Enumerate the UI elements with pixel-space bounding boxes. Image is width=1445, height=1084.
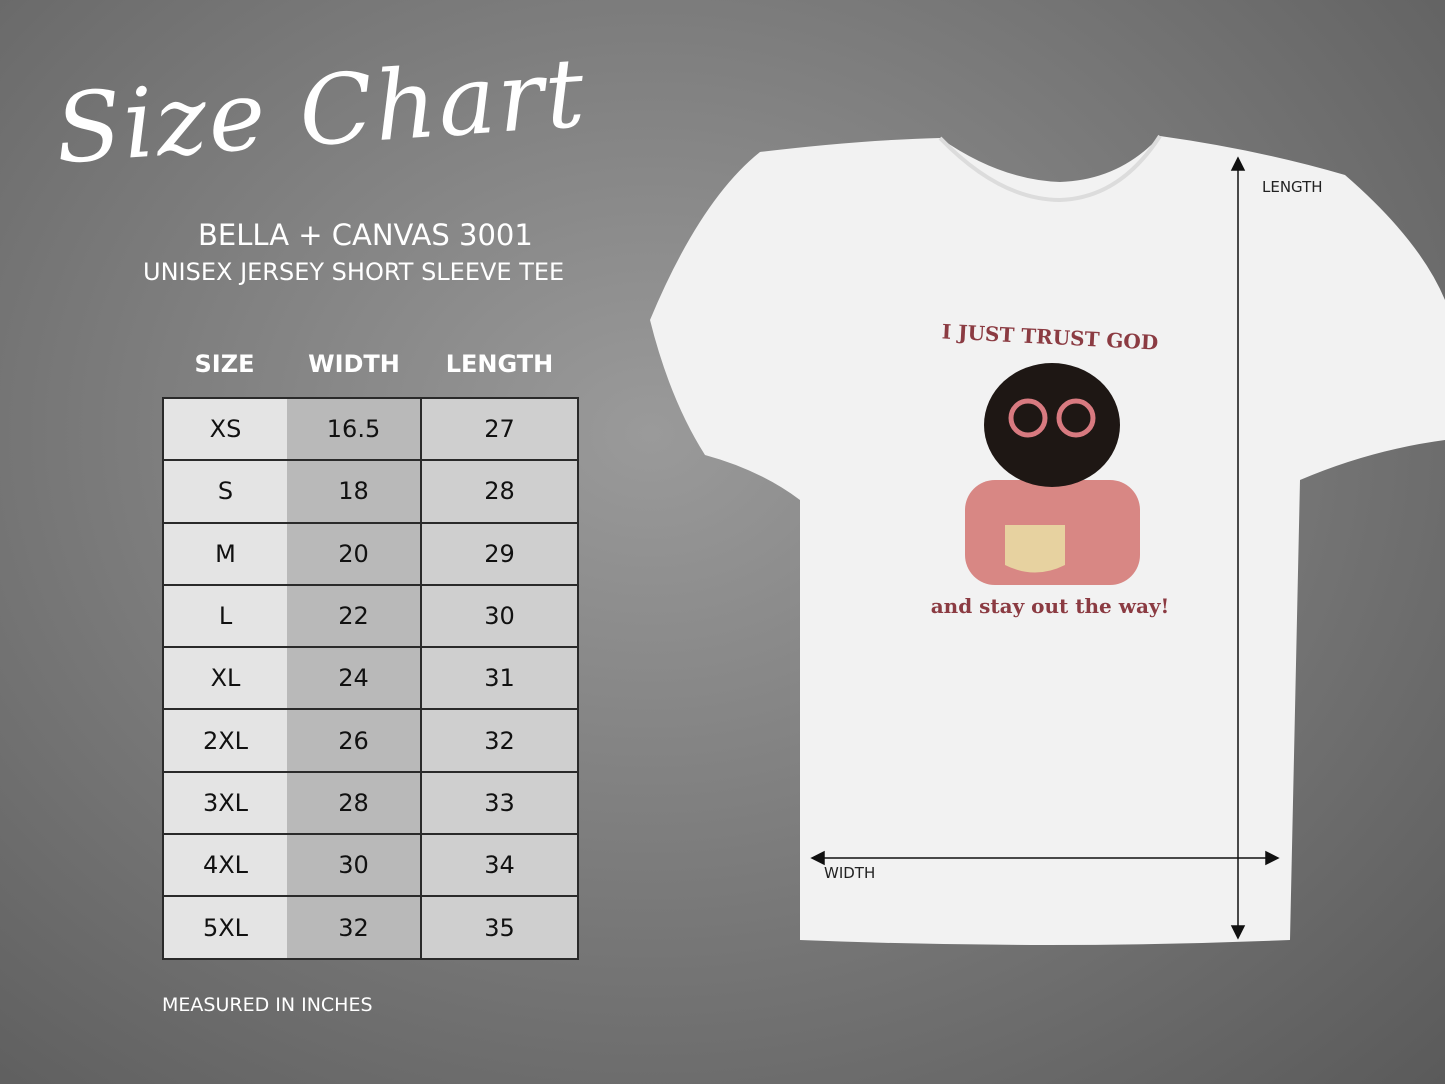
length-cell: 31: [420, 646, 579, 711]
dog-illustration: [965, 363, 1140, 585]
width-cell: 22: [287, 583, 422, 649]
size-cell: S: [162, 459, 287, 524]
width-cell: 18: [287, 459, 422, 524]
size-cell: 3XL: [162, 770, 287, 836]
width-cell: 32: [287, 895, 422, 960]
size-cell: XL: [162, 646, 287, 711]
width-cell: 16.5: [287, 396, 422, 462]
table-row: M 20 29: [162, 521, 579, 586]
length-cell: 34: [420, 833, 579, 898]
collar: [938, 134, 1162, 203]
table-row: S 18 28: [162, 459, 579, 524]
size-table: XS 16.5 27 S 18 28 M 20 29 L 22 30 XL 24 31 2XL 26 32 3XL 2…: [162, 396, 579, 960]
table-row: L 22 30: [162, 583, 579, 649]
length-cell: 32: [420, 708, 579, 773]
length-arrow: [1230, 156, 1246, 940]
length-cell: 30: [420, 583, 579, 649]
length-cell: 29: [420, 521, 579, 586]
header-length: LENGTH: [445, 350, 554, 378]
table-row: 3XL 28 33: [162, 770, 579, 836]
table-row: XL 24 31: [162, 646, 579, 711]
size-cell: 5XL: [162, 895, 287, 960]
length-cell: 35: [420, 895, 579, 960]
shirt-print-bottom-text: and stay out the way!: [930, 594, 1170, 618]
width-cell: 26: [287, 708, 422, 773]
length-cell: 33: [420, 770, 579, 836]
size-cell: M: [162, 521, 287, 586]
measurement-note: MEASURED IN INCHES: [162, 994, 373, 1016]
width-cell: 28: [287, 770, 422, 836]
product-subtitle: UNISEX JERSEY SHORT SLEEVE TEE: [143, 258, 565, 286]
table-row: XS 16.5 27: [162, 396, 579, 462]
table-row: 5XL 32 35: [162, 895, 579, 960]
length-label: LENGTH: [1262, 178, 1323, 196]
size-cell: L: [162, 583, 287, 649]
header-size: SIZE: [194, 350, 255, 378]
length-cell: 27: [420, 396, 579, 462]
size-cell: 4XL: [162, 833, 287, 898]
size-cell: XS: [162, 396, 287, 462]
header-width: WIDTH: [308, 350, 400, 378]
table-row: 2XL 26 32: [162, 708, 579, 773]
width-arrow: [810, 850, 1280, 866]
width-cell: 20: [287, 521, 422, 586]
width-cell: 24: [287, 646, 422, 711]
width-cell: 30: [287, 833, 422, 898]
size-cell: 2XL: [162, 708, 287, 773]
width-label: WIDTH: [824, 864, 876, 882]
length-cell: 28: [420, 459, 579, 524]
brand-model: BELLA + CANVAS 3001: [198, 218, 533, 252]
table-row: 4XL 30 34: [162, 833, 579, 898]
